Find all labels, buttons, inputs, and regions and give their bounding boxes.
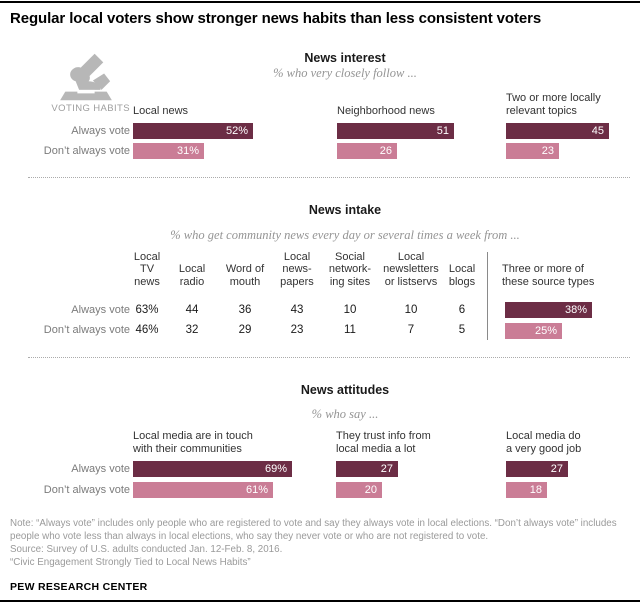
column-header-local-blogs: Local blogs (443, 250, 481, 288)
column-header-line: papers (280, 275, 314, 288)
category-label-line: with their communities (133, 442, 242, 455)
table-cell: 44 (185, 304, 199, 316)
column-header-social-networking-sites: Social network- ing sites (323, 250, 377, 288)
column-header-line: news (134, 275, 160, 288)
column-header-local-tv-news: Local TV news (127, 250, 167, 288)
column-header-line: blogs (448, 275, 476, 288)
category-label-trust-info: They trust info from local media a lot (336, 428, 446, 455)
column-header-line: mouth (229, 275, 261, 288)
bottom-rule (0, 600, 640, 602)
bar-dont-always-vote-trust-info: 20 (336, 482, 382, 498)
table-cell: 46% (135, 324, 159, 336)
column-header-line: news- (282, 263, 312, 275)
row-label-dont-always-vote: Don’t always vote (43, 484, 130, 496)
category-label-line: Local media do (506, 430, 581, 442)
section-header-news-intake: News intake (308, 203, 382, 217)
table-cell: 43 (290, 304, 304, 316)
section-subtitle-news-interest: % who very closely follow ... (273, 66, 417, 80)
column-header-line: Local (397, 250, 425, 263)
category-label-in-touch: Local media are in touch with their comm… (133, 428, 273, 455)
table-cell: 29 (238, 324, 252, 336)
category-label-line: a very good job (506, 442, 582, 455)
ballot-box-icon (60, 53, 112, 101)
table-cell: 10 (404, 304, 418, 316)
row-label-always-vote: Always vote (71, 125, 130, 137)
column-header-line: Local (178, 263, 206, 275)
category-label-line: Neighborhood news (337, 104, 435, 117)
category-label-neighborhood-news: Neighborhood news (337, 86, 497, 117)
column-header-line: Word of (225, 263, 265, 275)
table-cell: 5 (458, 324, 466, 336)
column-header-line: radio (179, 275, 205, 288)
table-cell: 11 (344, 324, 356, 336)
table-cell: 36 (238, 304, 252, 316)
column-header-line: network- (328, 263, 372, 275)
footer: Note: “Always vote” includes only people… (10, 517, 634, 569)
bar-dont-always-vote-neighborhood-news: 26 (337, 143, 397, 159)
summary-label-line: these source types (502, 275, 595, 288)
section-divider (28, 177, 630, 178)
note-text: Note: “Always vote” includes only people… (10, 518, 617, 542)
section-subtitle-news-attitudes: % who say ... (311, 407, 379, 421)
report-name-text: “Civic Engagement Strongly Tied to Local… (10, 557, 251, 568)
bar-always-vote-trust-info: 27 (336, 461, 398, 477)
table-cell: 32 (185, 324, 199, 336)
category-label-line: Local news (133, 104, 189, 117)
table-cell: 7 (407, 324, 415, 336)
summary-label-three-or-more-sources: Three or more of these source types (502, 258, 616, 288)
top-rule (0, 1, 640, 3)
category-label-line: relevant topics (506, 104, 577, 117)
table-cell: 23 (290, 324, 304, 336)
bar-always-vote-neighborhood-news: 51 (337, 123, 454, 139)
row-label-always-vote: Always vote (71, 463, 130, 475)
row-label-dont-always-vote: Don’t always vote (43, 145, 130, 157)
row-label-dont-always-vote: Don’t always vote (43, 324, 130, 336)
bar-dont-always-vote-good-job: 18 (506, 482, 547, 498)
bar-dont-always-vote-two-or-more-topics: 23 (506, 143, 559, 159)
category-label-good-job: Local media do a very good job (506, 428, 606, 455)
column-header-local-radio: Local radio (173, 250, 211, 288)
category-label-line: local media a lot (336, 442, 416, 455)
bar-always-vote-local-news: 52% (133, 123, 253, 139)
table-cell: 10 (343, 304, 357, 316)
summary-label-line: Three or more of (502, 263, 584, 275)
category-label-line: Two or more locally (506, 92, 601, 104)
column-header-line: Local (133, 250, 161, 263)
voting-habits-label: VOTING HABITS (51, 103, 130, 114)
column-header-line: TV (139, 263, 155, 275)
brand-label: PEW RESEARCH CENTER (10, 581, 148, 593)
table-cell: 63% (135, 304, 159, 316)
column-header-line: Local (448, 263, 476, 275)
bar-dont-always-vote-three-or-more-sources: 25% (505, 323, 562, 339)
column-header-local-newspapers: Local news- papers (274, 250, 320, 288)
bar-always-vote-good-job: 27 (506, 461, 568, 477)
column-header-line: ing sites (329, 275, 371, 288)
column-header-line: Social (335, 250, 365, 263)
column-header-line: Local (283, 250, 311, 263)
category-label-two-or-more-topics: Two or more locally relevant topics (506, 86, 616, 117)
row-label-always-vote: Always vote (71, 304, 130, 316)
source-text: Source: Survey of U.S. adults conducted … (10, 544, 283, 555)
bar-always-vote-three-or-more-sources: 38% (505, 302, 592, 318)
bar-dont-always-vote-local-news: 31% (133, 143, 204, 159)
category-label-local-news: Local news (133, 86, 263, 117)
section-divider (28, 357, 630, 358)
bar-always-vote-two-or-more-topics: 45 (506, 123, 609, 139)
section-subtitle-news-intake: % who get community news every day or se… (170, 228, 520, 242)
category-label-line: They trust info from (336, 430, 431, 442)
column-header-word-of-mouth: Word of mouth (219, 250, 271, 288)
table-cell: 6 (458, 304, 466, 316)
section-header-news-attitudes: News attitudes (300, 383, 390, 397)
table-divider (487, 252, 488, 340)
category-label-line: Local media are in touch (133, 430, 253, 442)
bar-dont-always-vote-in-touch: 61% (133, 482, 273, 498)
column-header-line: or listservs (384, 275, 438, 288)
column-header-local-newsletters: Local newsletters or listservs (378, 250, 444, 288)
section-header-news-interest: News interest (304, 51, 386, 65)
bar-always-vote-in-touch: 69% (133, 461, 292, 477)
column-header-line: newsletters (383, 263, 439, 275)
page-title: Regular local voters show stronger news … (10, 10, 542, 27)
